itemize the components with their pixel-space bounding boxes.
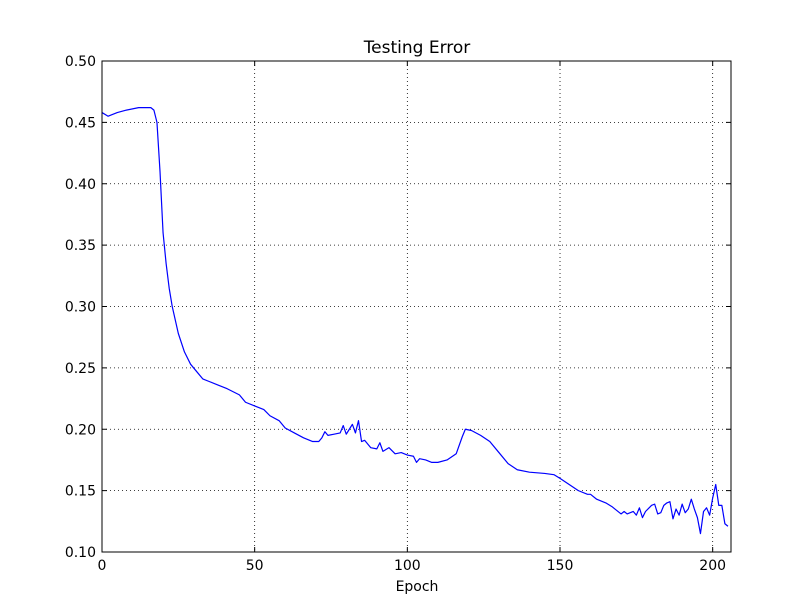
y-tick-label: 0.45 xyxy=(65,115,96,131)
x-tick-label: 200 xyxy=(699,558,726,574)
y-tick-label: 0.35 xyxy=(65,238,96,254)
y-tick-label: 0.40 xyxy=(65,177,96,193)
grid-lines xyxy=(102,61,731,552)
series-group xyxy=(101,107,729,535)
chart-title: Testing Error xyxy=(363,38,471,58)
y-tick-label: 0.10 xyxy=(65,545,96,561)
x-axis-label: Epoch xyxy=(396,579,439,595)
y-tick-label: 0.50 xyxy=(65,54,96,70)
testing-error-line xyxy=(101,107,729,535)
x-tick-labels: 0 50 100 150 200 xyxy=(98,558,727,574)
y-tick-label: 0.30 xyxy=(65,300,96,316)
tick-marks xyxy=(101,60,731,553)
x-tick-label: 0 xyxy=(98,558,107,574)
y-tick-label: 0.15 xyxy=(65,484,96,500)
y-tick-label: 0.25 xyxy=(65,361,96,377)
x-tick-label: 50 xyxy=(246,558,264,574)
y-tick-labels: 0.10 0.15 0.20 0.25 0.30 0.35 0.40 0.45 0.50 xyxy=(65,54,96,561)
y-tick-label: 0.20 xyxy=(65,422,96,438)
x-tick-label: 150 xyxy=(547,558,574,574)
x-tick-label: 100 xyxy=(394,558,421,574)
